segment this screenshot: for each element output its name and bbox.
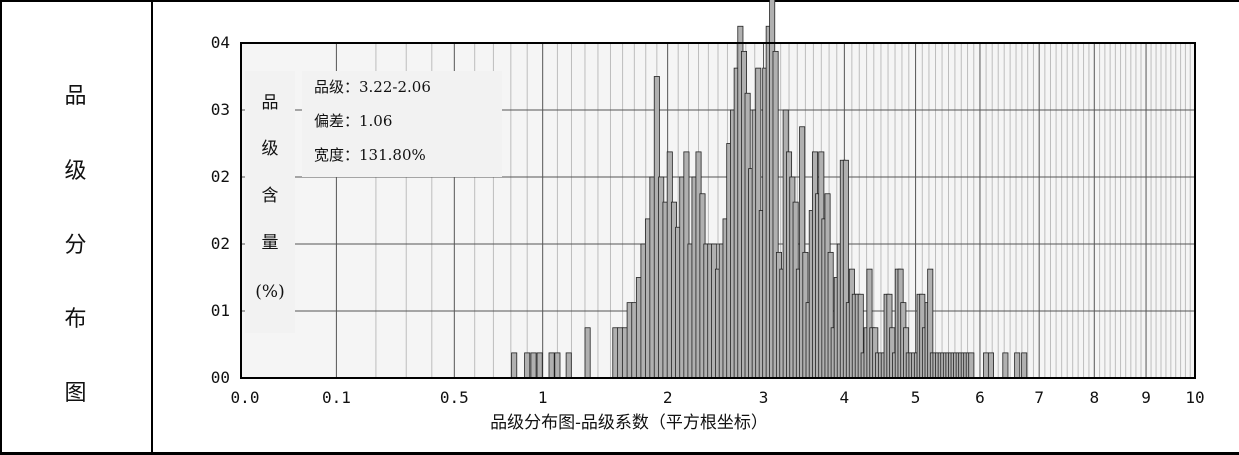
legend-width: 宽度：131.80% <box>314 146 426 164</box>
frame-column-divider <box>151 0 153 455</box>
histogram-bar <box>565 352 572 379</box>
y-axis-label-char-1: 品 <box>262 93 279 113</box>
histogram-bar <box>511 352 518 379</box>
x-tick-label: 2 <box>663 388 673 407</box>
y-axis-label-box <box>245 71 295 333</box>
histogram-bar <box>968 352 975 379</box>
x-tick-label: 8 <box>1089 388 1099 407</box>
histogram-bar <box>548 352 555 379</box>
histogram-bar <box>530 352 537 379</box>
side-title-char-1: 品 <box>64 84 87 109</box>
x-axis-label: 品级分布图-品级系数（平方根坐标） <box>490 413 768 433</box>
x-tick-label: 7 <box>1034 388 1044 407</box>
x-tick-label: 0.0 <box>231 388 260 407</box>
histogram-bar <box>987 352 994 379</box>
side-title-char-5: 图 <box>64 381 87 406</box>
y-tick-label: 02 <box>211 234 230 253</box>
y-axis-label-char-4: 量 <box>262 233 279 253</box>
histogram-bar <box>584 327 591 379</box>
histogram-bars <box>511 0 1028 379</box>
x-tick-label: 5 <box>911 388 921 407</box>
frame-bottom-border <box>0 452 1239 455</box>
plot-border <box>240 42 1196 379</box>
x-tick-label: 10 <box>1185 388 1204 407</box>
y-tick-label: 03 <box>211 100 230 119</box>
histogram-bar <box>536 352 543 379</box>
legend-deviation: 偏差：1.06 <box>314 112 392 130</box>
y-tick-label: 00 <box>211 368 230 387</box>
legend-box <box>302 71 502 177</box>
legend-grade: 品级：3.22-2.06 <box>314 78 431 96</box>
x-tick-label: 1 <box>538 388 548 407</box>
y-tick-label: 01 <box>211 301 230 320</box>
y-axis-label-char-2: 级 <box>262 139 279 159</box>
y-tick-label: 02 <box>211 167 230 186</box>
histogram-bar <box>524 352 531 379</box>
x-tick-labels: 0.0 0.1 0.5 1 2 3 4 5 6 7 8 9 10 <box>231 388 1205 407</box>
x-tick-label: 0.5 <box>440 388 469 407</box>
histogram-bar <box>612 327 619 379</box>
x-tick-label: 9 <box>1141 388 1151 407</box>
x-tick-label: 0.1 <box>322 388 351 407</box>
frame-left-border <box>0 0 2 455</box>
frame-top-border <box>0 0 1239 2</box>
y-tick-label: 04 <box>211 33 230 52</box>
x-tick-label: 6 <box>975 388 985 407</box>
side-title-char-3: 分 <box>64 233 87 258</box>
histogram-bar <box>1014 352 1021 379</box>
x-tick-label: 4 <box>840 388 850 407</box>
y-axis-label-char-3: 含 <box>262 186 279 206</box>
histogram-bar <box>1002 352 1009 379</box>
y-axis-label-char-5: (%) <box>255 282 284 302</box>
side-title-char-4: 布 <box>64 307 87 332</box>
histogram-bar <box>554 352 561 379</box>
y-tick-labels: 00 01 02 02 03 04 <box>211 33 230 387</box>
side-title-char-2: 级 <box>64 159 87 184</box>
histogram-bar <box>983 352 990 379</box>
x-tick-label: 3 <box>759 388 769 407</box>
histogram-bar <box>1021 352 1028 379</box>
